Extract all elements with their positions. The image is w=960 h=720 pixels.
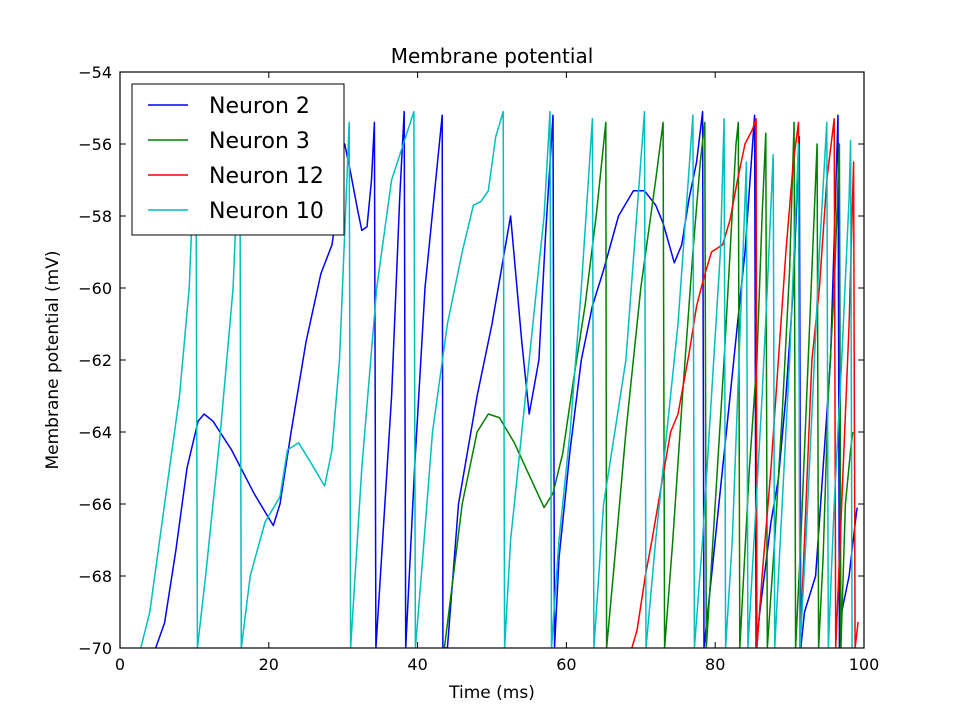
legend-label: Neuron 10 (209, 199, 324, 224)
x-tick-label: 40 (407, 655, 427, 674)
x-axis-label: Time (ms) (448, 683, 535, 703)
y-tick-label: −60 (78, 279, 112, 298)
series-layer (140, 110, 859, 648)
legend-label: Neuron 3 (209, 129, 310, 154)
x-tick-label: 20 (259, 655, 279, 674)
y-tick-label: −66 (78, 495, 112, 514)
y-tick-label: −70 (78, 639, 112, 658)
y-tick-label: −64 (78, 423, 112, 442)
y-tick-label: −62 (78, 351, 112, 370)
series-line-3 (631, 118, 859, 648)
y-axis-label: Membrane potential (mV) (43, 251, 63, 470)
legend-label: Neuron 2 (209, 94, 310, 119)
y-tick-label: −58 (78, 207, 112, 226)
y-tick-label: −68 (78, 567, 112, 586)
legend-label: Neuron 12 (209, 164, 324, 189)
y-tick-label: −54 (78, 63, 112, 82)
x-tick-label: 80 (705, 655, 725, 674)
legend: Neuron 2 Neuron 3 Neuron 12 Neuron 10 (131, 83, 345, 236)
axis-ticks: 0 20 40 60 80 100 −70 −68 −66 −64 −62 −60 −58 −56 −54 (78, 63, 879, 674)
series-line-4 (140, 110, 853, 648)
y-tick-label: −56 (78, 135, 112, 154)
x-tick-label: 100 (849, 655, 880, 674)
series-line-2 (443, 121, 854, 648)
chart-title: Membrane potential (391, 44, 594, 68)
x-tick-label: 0 (115, 655, 125, 674)
x-tick-label: 60 (556, 655, 576, 674)
